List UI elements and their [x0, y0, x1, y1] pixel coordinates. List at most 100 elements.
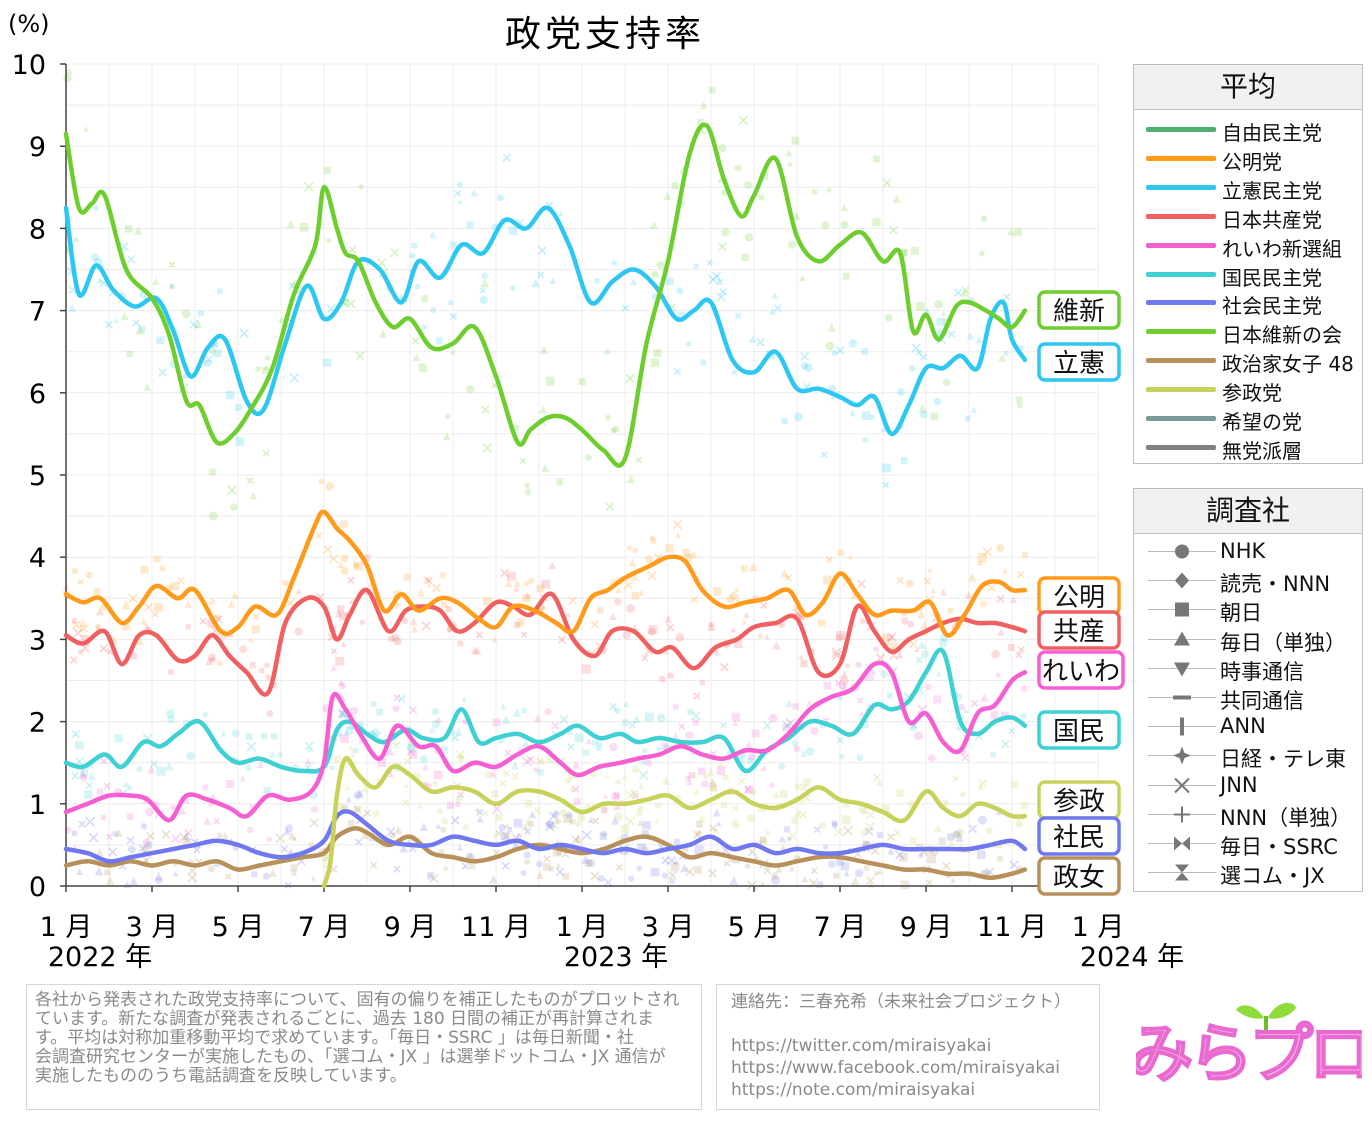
poll-marker: [482, 596, 492, 606]
legend-pollster-label: NNN（単独）: [1220, 805, 1352, 830]
poll-marker: [685, 775, 691, 782]
poll-marker: [726, 594, 735, 604]
poll-marker: [205, 657, 214, 666]
poll-marker: [644, 712, 654, 722]
poll-marker: [386, 826, 396, 837]
series-tag-label: 公明: [1053, 583, 1105, 613]
legend-pollster-item: 毎日・SSRC: [1134, 829, 1362, 859]
poll-marker: [953, 830, 961, 838]
poll-marker: [438, 848, 445, 855]
poll-marker: [717, 242, 727, 251]
poll-marker: [978, 815, 987, 825]
poll-marker: [535, 860, 543, 868]
legend-pollster-label: ANN: [1220, 714, 1266, 739]
poll-marker: [886, 634, 894, 641]
poll-marker: [449, 241, 457, 249]
poll-marker: [221, 831, 230, 841]
legend-line-swatch: [1146, 213, 1216, 219]
poll-marker: [673, 368, 682, 376]
poll-marker: [290, 864, 298, 872]
poll-marker: [699, 359, 707, 366]
poll-marker: [451, 816, 460, 825]
poll-marker: [836, 631, 846, 640]
poll-marker: [575, 821, 581, 827]
poll-marker: [933, 695, 942, 704]
y-axis-unit: (%): [8, 10, 50, 38]
poll-marker: [161, 830, 171, 839]
poll-marker: [363, 554, 371, 562]
poll-marker: [178, 806, 187, 815]
poll-marker: [717, 761, 724, 768]
poll-marker: [685, 341, 692, 347]
poll-marker: [651, 270, 659, 279]
poll-marker: [909, 365, 915, 372]
poll-marker: [263, 364, 269, 370]
poll-marker: [446, 801, 455, 809]
poll-marker: [531, 278, 540, 288]
poll-marker: [862, 840, 870, 848]
poll-marker: [894, 829, 901, 837]
contact-link[interactable]: https://twitter.com/miraisyakai: [731, 1036, 992, 1056]
poll-marker: [792, 212, 801, 220]
poll-marker: [913, 731, 923, 741]
logo-sprout-icon: [1236, 1002, 1296, 1030]
poll-marker: [387, 770, 395, 778]
legend-average-item: 自由民主党: [1134, 115, 1362, 145]
poll-marker: [559, 714, 569, 725]
poll-marker: [609, 612, 617, 620]
poll-marker: [340, 641, 347, 648]
poll-marker: [270, 733, 277, 740]
poll-marker: [956, 724, 963, 731]
poll-marker: [393, 825, 403, 835]
poll-marker: [492, 718, 501, 727]
poll-marker: [835, 680, 842, 687]
poll-marker: [339, 612, 348, 621]
poll-marker: [600, 830, 607, 837]
poll-marker: [1018, 646, 1025, 653]
poll-marker: [631, 591, 640, 600]
poll-marker: [80, 634, 89, 643]
poll-marker: [548, 561, 557, 570]
poll-marker: [690, 595, 698, 603]
poll-marker: [690, 552, 697, 559]
poll-marker: [900, 880, 910, 890]
contact-link[interactable]: https://note.com/miraisyakai: [731, 1080, 976, 1100]
poll-marker: [731, 820, 740, 829]
poll-marker: [747, 814, 755, 822]
legend-pollster-label: 毎日（単独）: [1220, 630, 1346, 655]
poll-marker: [980, 215, 988, 222]
poll-marker: [940, 588, 947, 596]
poll-marker: [502, 153, 512, 163]
poll-marker: [516, 833, 523, 840]
poll-marker: [389, 832, 396, 839]
legend-pollster-item: JNN: [1134, 771, 1362, 800]
poll-marker: [667, 855, 677, 866]
poll-marker: [142, 838, 151, 847]
poll-marker: [142, 846, 150, 854]
poll-marker: [480, 278, 490, 288]
poll-marker: [144, 808, 154, 817]
legend-pollster-label: 日経・テレ東: [1220, 747, 1346, 772]
poll-marker: [350, 752, 357, 758]
contact-link[interactable]: https://www.facebook.com/miraisyakai: [731, 1058, 1061, 1078]
poll-marker: [791, 817, 799, 824]
poll-marker: [143, 383, 152, 391]
poll-marker: [456, 640, 464, 647]
poll-marker: [740, 750, 747, 757]
poll-marker: [177, 576, 185, 585]
poll-marker: [806, 700, 813, 707]
poll-marker: [679, 863, 689, 873]
poll-marker: [587, 859, 595, 868]
poll-marker: [353, 791, 362, 800]
poll-marker: [225, 779, 234, 788]
poll-marker: [85, 816, 96, 827]
poll-marker: [73, 237, 79, 243]
poll-marker: [941, 799, 949, 807]
poll-marker: [546, 755, 555, 764]
poll-marker: [908, 639, 918, 649]
poll-marker: [80, 768, 89, 777]
poll-marker: [112, 830, 119, 837]
poll-marker: [816, 881, 824, 888]
series-line: [63, 587, 1028, 697]
poll-marker: [880, 670, 888, 678]
